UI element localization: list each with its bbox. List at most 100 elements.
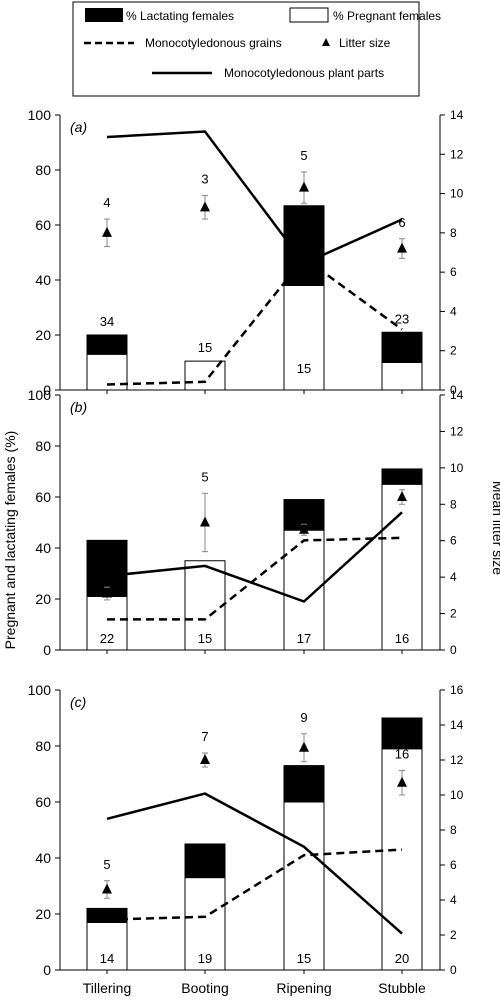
bar-lactating bbox=[86, 907, 128, 923]
litter-n-label: 3 bbox=[201, 172, 208, 187]
legend: % Lactating females % Pregnant females M… bbox=[72, 1, 441, 97]
bar-lactating bbox=[381, 331, 423, 363]
sample-size-label: 16 bbox=[395, 631, 409, 646]
y-tick-label-right: 6 bbox=[450, 265, 457, 279]
litter-n-label: 5 bbox=[201, 469, 208, 484]
y-tick-label-right: 14 bbox=[450, 388, 464, 402]
litter-n-label: 5 bbox=[300, 148, 307, 163]
litter-marker bbox=[200, 516, 210, 527]
panel-c: 0 20 40 60 80 100 0 2 4 6 8 10 12 14 16 (c) 5 7 9 16 14 19 15 2… bbox=[28, 682, 464, 978]
sample-size-label: 15 bbox=[198, 340, 212, 355]
litter-n-label: 9 bbox=[300, 710, 307, 725]
litter-n-label: 16 bbox=[395, 747, 409, 762]
panel-b: 0 20 40 60 80 100 0 2 4 6 8 10 12 14 (b) 3 5 4 10 22 15 17 16 bbox=[28, 387, 464, 658]
litter-marker bbox=[200, 754, 210, 764]
y-tick-label-right: 8 bbox=[450, 226, 457, 240]
litter-marker bbox=[102, 226, 112, 237]
legend-label-lactating: % Lactating females bbox=[126, 9, 234, 23]
panel-label: (c) bbox=[70, 694, 86, 710]
sample-size-label: 14 bbox=[100, 951, 114, 966]
y-tick-label-right: 4 bbox=[450, 304, 457, 318]
y-tick-label-left: 0 bbox=[43, 962, 51, 978]
y-tick-label-right: 0 bbox=[450, 643, 457, 657]
y-tick-label-right: 10 bbox=[450, 187, 464, 201]
y-tick-label-right: 6 bbox=[450, 534, 457, 548]
legend-label-parts: Monocotyledonous plant parts bbox=[224, 66, 384, 80]
y-tick-label-right: 2 bbox=[450, 928, 457, 942]
panel-label: (b) bbox=[70, 399, 87, 415]
litter-marker bbox=[397, 776, 407, 787]
litter-n-label: 5 bbox=[103, 857, 110, 872]
line-plant-parts bbox=[106, 511, 403, 603]
bar-pregnant bbox=[381, 483, 423, 651]
y-tick-label-right: 4 bbox=[450, 570, 457, 584]
y-tick-label-left: 20 bbox=[35, 591, 51, 607]
litter-n-label: 10 bbox=[395, 466, 409, 481]
y-tick-label-right: 10 bbox=[450, 788, 464, 802]
y-tick-label-right: 14 bbox=[450, 108, 464, 122]
sample-size-label: 19 bbox=[198, 951, 212, 966]
x-tick-label: Ripening bbox=[276, 980, 331, 996]
y-tick-label-left: 40 bbox=[35, 272, 51, 288]
bar-lactating bbox=[184, 843, 226, 879]
y-tick-label-right: 14 bbox=[450, 718, 464, 732]
y-tick-label-left: 60 bbox=[35, 489, 51, 505]
line-plant-parts bbox=[106, 792, 403, 935]
bar-pregnant bbox=[184, 560, 226, 651]
sample-size-label: 15 bbox=[297, 951, 311, 966]
y-tick-label-right: 12 bbox=[450, 147, 464, 161]
sample-size-label: 20 bbox=[395, 951, 409, 966]
sample-size-label: 15 bbox=[198, 631, 212, 646]
line-grains bbox=[106, 848, 403, 921]
y-tick-label-right: 12 bbox=[450, 424, 464, 438]
legend-swatch-litter bbox=[322, 38, 330, 46]
line-grains bbox=[107, 536, 403, 621]
litter-n-label: 3 bbox=[103, 563, 110, 578]
litter-marker bbox=[299, 523, 309, 534]
bar-lactating bbox=[381, 717, 423, 750]
y-tick-label-right: 4 bbox=[450, 893, 457, 907]
litter-marker bbox=[102, 883, 112, 894]
sample-size-label: 34 bbox=[100, 314, 114, 329]
y-tick-label-right: 10 bbox=[450, 461, 464, 475]
legend-label-pregnant: % Pregnant females bbox=[333, 9, 441, 23]
panel-a: 0 20 40 60 80 100 0 2 4 6 8 10 12 14 (a) 4 3 5 6 34 15 15 23 bbox=[28, 107, 464, 398]
litter-marker bbox=[397, 242, 407, 253]
y-axis-label-right: Mean litter size bbox=[490, 481, 500, 575]
y-tick-label-right: 12 bbox=[450, 753, 464, 767]
litter-marker bbox=[299, 181, 309, 192]
y-tick-label-left: 80 bbox=[35, 738, 51, 754]
litter-n-label: 4 bbox=[300, 500, 307, 515]
litter-marker bbox=[299, 741, 309, 752]
y-tick-label-left: 0 bbox=[43, 382, 51, 398]
bar-lactating bbox=[381, 468, 423, 485]
panel-label: (a) bbox=[70, 119, 87, 135]
sample-size-label: 23 bbox=[395, 311, 409, 326]
bar-pregnant bbox=[86, 921, 128, 971]
bar-lactating bbox=[283, 765, 325, 803]
y-tick-label-left: 60 bbox=[35, 794, 51, 810]
x-tick-label: Stubble bbox=[378, 980, 426, 996]
litter-n-label: 6 bbox=[398, 215, 405, 230]
y-tick-label-left: 100 bbox=[28, 682, 52, 698]
sample-size-label: 22 bbox=[100, 631, 114, 646]
y-tick-label-left: 60 bbox=[35, 217, 51, 233]
legend-label-grains: Monocotyledonous grains bbox=[145, 36, 282, 50]
y-tick-label-left: 80 bbox=[35, 438, 51, 454]
y-tick-label-left: 80 bbox=[35, 162, 51, 178]
bar-lactating bbox=[86, 334, 128, 355]
legend-box bbox=[72, 1, 420, 97]
y-tick-label-right: 2 bbox=[450, 607, 457, 621]
bar-pregnant bbox=[86, 595, 128, 651]
bar-pregnant bbox=[283, 801, 325, 971]
litter-marker bbox=[200, 201, 210, 212]
y-tick-label-left: 40 bbox=[35, 540, 51, 556]
line-plant-parts bbox=[106, 130, 403, 266]
sample-size-label: 15 bbox=[297, 361, 311, 376]
y-tick-label-left: 100 bbox=[28, 387, 52, 403]
sample-size-label: 17 bbox=[297, 631, 311, 646]
litter-marker bbox=[397, 491, 407, 501]
y-axis-label-left: Pregnant and lactating females (%) bbox=[2, 431, 18, 650]
litter-n-label: 7 bbox=[201, 729, 208, 744]
